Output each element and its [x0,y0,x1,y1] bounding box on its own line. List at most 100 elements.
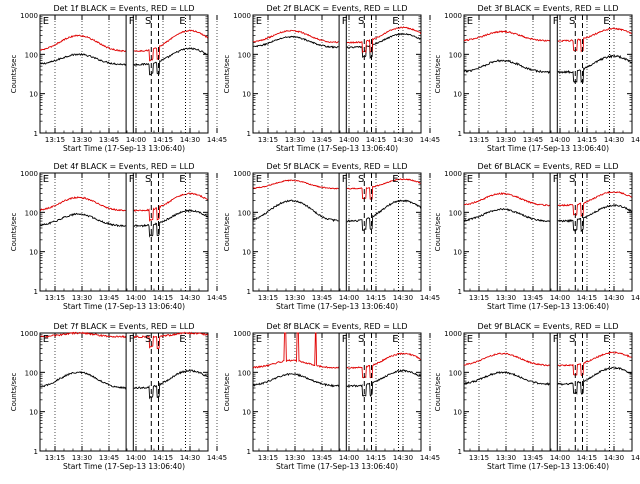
y-tick-label: 10 [242,249,251,257]
y-tick-label: 1000 [20,330,38,338]
y-axis-label: Counts/sec [434,55,442,94]
chart-panel-6: Det 6f BLACK = Events, RED = LLD 1 10 100 10… [434,162,640,311]
y-tick-label: 10 [29,91,38,99]
x-tick-label: 14:00 [550,294,570,302]
series-line-events [253,369,421,398]
x-tick-label: 13:30 [496,454,516,462]
x-tick-label: 14:15 [366,454,386,462]
marker-label: F [129,334,135,345]
series-line-events [39,209,208,238]
x-tick-label: 14:00 [550,454,570,462]
marker-label: E [43,174,49,185]
y-axis-label: Counts/sec [434,373,442,412]
x-axis-label: Start Time (17-Sep-13 13:06:40) [487,302,609,311]
series-line-events [252,199,422,231]
y-axis-label: Counts/sec [223,55,231,94]
y-axis-label: Counts/sec [10,213,18,252]
x-tick-label: 14:30 [393,294,413,302]
series-line-events [463,366,632,395]
chart-panel-3: Det 3f BLACK = Events, RED = LLD 1 10 100 10… [434,4,640,153]
series-line-lld [39,192,208,223]
chart-panel-1: Det 1f BLACK = Events, RED = LLD 1 10 100 10… [10,4,227,153]
y-tick-label: 1 [458,288,462,296]
x-tick-label: 13:15 [258,294,278,302]
series-line-events [39,369,208,400]
y-tick-label: 1000 [444,330,462,338]
marker-label: S [358,334,364,345]
y-tick-label: 1 [458,448,462,456]
x-tick-label: 13:30 [496,136,516,144]
x-tick-label: 13:30 [496,294,516,302]
x-tick-label: 14:00 [339,294,359,302]
y-tick-label: 100 [449,209,462,217]
x-tick-label: 14:15 [366,294,386,302]
marker-label: E [179,334,185,345]
series-line-events [463,204,632,233]
chart-panel-8: Det 8f BLACK = Events, RED = LLD 1 10 100 10… [223,322,440,471]
x-tick-label: 13:15 [45,294,65,302]
x-axis-label: Start Time (17-Sep-13 13:06:40) [63,144,185,153]
x-tick-label: 14:45 [631,454,640,462]
x-tick-label: 14:45 [631,136,640,144]
plot-frame [252,172,422,292]
x-axis-label: Start Time (17-Sep-13 13:06:40) [276,302,398,311]
x-tick-label: 13:15 [45,454,65,462]
y-tick-label: 10 [453,249,462,257]
x-tick-label: 14:30 [393,136,413,144]
x-tick-label: 13:45 [312,136,332,144]
marker-label: E [467,334,473,345]
plot-frame [39,14,209,134]
x-tick-label: 14:45 [420,136,440,144]
x-tick-label: 13:45 [523,294,543,302]
chart-title: Det 3f BLACK = Events, RED = LLD [477,4,618,13]
chart-title: Det 1f BLACK = Events, RED = LLD [53,4,194,13]
marker-label: S [145,16,151,27]
marker-label: F [342,334,348,345]
x-tick-label: 13:45 [99,294,119,302]
chart-title: Det 4f BLACK = Events, RED = LLD [53,162,194,171]
x-tick-label: 13:45 [523,454,543,462]
marker-label: F [553,334,559,345]
y-tick-label: 100 [25,209,38,217]
marker-label: E [179,16,185,27]
x-tick-label: 14:00 [126,136,146,144]
marker-label: E [467,174,473,185]
series-line-lld [39,331,209,350]
marker-label: E [256,16,262,27]
x-tick-label: 13:45 [312,294,332,302]
x-tick-label: 13:30 [72,454,92,462]
x-tick-label: 14:15 [366,136,386,144]
y-tick-label: 1000 [444,170,462,178]
y-axis-label: Counts/sec [10,55,18,94]
x-tick-label: 14:45 [631,294,640,302]
y-tick-label: 100 [449,369,462,377]
x-axis-label: Start Time (17-Sep-13 13:06:40) [63,462,185,471]
x-tick-label: 14:45 [420,294,440,302]
y-tick-label: 1 [34,448,38,456]
x-tick-label: 13:15 [469,454,489,462]
chart-title: Det 2f BLACK = Events, RED = LLD [266,4,407,13]
y-tick-label: 10 [29,249,38,257]
y-axis-label: Counts/sec [10,373,18,412]
marker-label: F [129,16,135,27]
x-axis-label: Start Time (17-Sep-13 13:06:40) [487,462,609,471]
y-tick-label: 1 [34,130,38,138]
y-tick-label: 10 [453,91,462,99]
y-tick-label: 1000 [233,170,251,178]
x-tick-label: 13:30 [285,454,305,462]
x-tick-label: 14:45 [207,136,227,144]
series-line-lld [252,26,422,54]
chart-panel-2: Det 2f BLACK = Events, RED = LLD 1 10 100 10… [223,4,440,153]
series-line-lld [252,178,421,200]
y-tick-label: 100 [238,209,251,217]
x-tick-label: 14:30 [180,294,200,302]
x-tick-label: 14:15 [577,136,597,144]
x-tick-label: 14:30 [393,454,413,462]
y-tick-label: 1000 [444,12,462,20]
marker-label: E [43,16,49,27]
y-tick-label: 1000 [233,12,251,20]
series-line-events [464,54,632,84]
marker-label: F [553,16,559,27]
